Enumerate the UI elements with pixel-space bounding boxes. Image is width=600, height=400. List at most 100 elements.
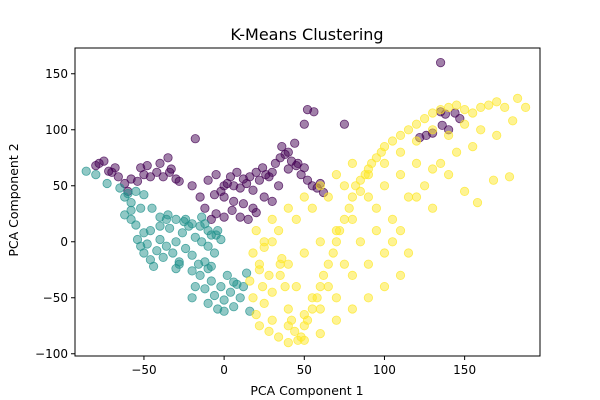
scatter-point-cluster-1-38	[197, 237, 207, 247]
scatter-point-cluster-2-35	[395, 130, 406, 140]
scatter-point-cluster-0-34	[254, 175, 264, 185]
scatter-point-cluster-1-7	[131, 186, 141, 196]
scatter-point-cluster-0-90	[99, 156, 109, 166]
scatter-point-cluster-2-54	[459, 186, 470, 196]
scatter-point-cluster-1-35	[187, 250, 197, 260]
scatter-point-cluster-0-71	[259, 192, 269, 202]
x-axis: −50 0 50 100 150	[131, 356, 476, 377]
scatter-point-cluster-2-122	[395, 226, 406, 236]
scatter-point-cluster-2-132	[254, 265, 264, 275]
scatter-point-cluster-1-6	[123, 189, 133, 199]
scatter-point-cluster-1-56	[187, 293, 197, 303]
y-tick-label: 50	[53, 179, 68, 193]
scatter-point-cluster-2-24	[344, 203, 354, 213]
scatter-point-cluster-2-93	[267, 214, 277, 224]
scatter-point-cluster-0-63	[257, 163, 268, 173]
scatter-point-cluster-1-24	[152, 246, 162, 256]
scatter-point-cluster-1-1	[91, 170, 101, 180]
scatter-point-cluster-2-61	[363, 192, 373, 202]
scatter-point-cluster-1-70	[235, 293, 245, 303]
scatter-point-cluster-0-31	[235, 183, 245, 193]
scatter-point-cluster-1-49	[155, 221, 165, 231]
scatter-point-cluster-0-65	[277, 142, 287, 152]
scatter-point-cluster-2-127	[315, 304, 325, 314]
scatter-point-cluster-0-5	[132, 176, 143, 186]
scatter-point-cluster-2-125	[347, 270, 357, 280]
scatter-point-cluster-2-123	[379, 248, 390, 258]
scatter-point-cluster-0-86	[421, 130, 431, 140]
scatter-point-cluster-2-98	[347, 158, 357, 168]
scatter-point-cluster-1-27	[161, 241, 171, 251]
scatter-point-cluster-2-106	[476, 125, 486, 135]
scatter-point-cluster-2-128	[299, 309, 309, 320]
scatter-point-cluster-2-47	[492, 97, 502, 107]
scatter-point-cluster-2-68	[267, 287, 277, 297]
scatter-point-cluster-1-51	[197, 212, 207, 222]
scatter-point-cluster-2-67	[275, 270, 285, 280]
scatter-point-cluster-2-10	[290, 326, 300, 336]
scatter-point-cluster-0-58	[225, 172, 236, 182]
scatter-point-cluster-1-81	[206, 261, 216, 271]
scatter-point-cluster-2-88	[307, 293, 317, 303]
scatter-point-cluster-2-51	[520, 102, 531, 113]
scatter-point-cluster-2-55	[472, 198, 483, 208]
scatter-point-cluster-0-7	[145, 172, 155, 182]
scatter-point-cluster-2-86	[339, 259, 349, 269]
scatter-point-cluster-2-21	[331, 237, 341, 247]
scatter-point-cluster-0-50	[299, 119, 309, 129]
scatter-point-cluster-1-10	[136, 203, 146, 213]
scatter-point-cluster-2-38	[419, 114, 430, 124]
scatter-point-cluster-0-73	[238, 199, 248, 209]
scatter-point-cluster-1-3	[115, 183, 125, 193]
scatter-point-cluster-0-59	[232, 167, 242, 177]
scatter-point-cluster-2-4	[267, 237, 277, 247]
scatter-point-cluster-1-47	[187, 266, 197, 276]
scatter-point-cluster-0-84	[435, 57, 446, 68]
y-tick-label: 0	[60, 235, 68, 249]
scatter-point-cluster-0-57	[219, 181, 229, 191]
scatter-point-cluster-2-75	[299, 335, 309, 345]
scatter-point-cluster-1-80	[200, 257, 210, 267]
scatter-point-cluster-1-29	[168, 248, 178, 258]
scatter-point-cluster-0-68	[293, 158, 303, 168]
scatter-point-cluster-0-2	[113, 172, 123, 182]
scatter-point-cluster-0-67	[283, 164, 293, 174]
scatter-point-cluster-1-44	[216, 234, 226, 245]
chart-title: K-Means Clustering	[230, 25, 383, 44]
scatter-point-cluster-2-5	[273, 226, 284, 236]
scatter-point-cluster-2-52	[504, 172, 515, 182]
scatter-point-cluster-0-19	[195, 192, 205, 202]
scatter-point-cluster-2-94	[283, 203, 293, 213]
y-tick-label: −100	[35, 347, 68, 361]
scatter-point-cluster-2-73	[273, 332, 284, 342]
scatter-point-cluster-2-89	[291, 281, 301, 292]
scatter-point-cluster-2-48	[500, 102, 510, 113]
scatter-point-cluster-0-24	[227, 205, 237, 215]
scatter-point-cluster-1-28	[165, 223, 175, 233]
scatter-point-cluster-1-42	[209, 248, 220, 258]
scatter-point-cluster-2-124	[363, 259, 373, 269]
scatter-point-cluster-1-60	[203, 298, 213, 308]
scatter-point-cluster-2-104	[443, 130, 454, 140]
scatter-point-cluster-2-105	[459, 119, 470, 129]
scatter-point-cluster-0-22	[211, 209, 221, 219]
scatter-point-cluster-2-62	[347, 214, 357, 224]
scatter-point-cluster-1-8	[139, 190, 149, 200]
x-axis-label: PCA Component 1	[250, 383, 363, 398]
scatter-point-cluster-1-77	[145, 255, 155, 265]
x-tick-label: 150	[453, 363, 476, 377]
x-tick-label: 0	[220, 363, 228, 377]
scatter-point-cluster-1-26	[158, 252, 168, 262]
scatter-point-cluster-2-81	[395, 270, 406, 280]
scatter-point-cluster-1-65	[219, 295, 229, 305]
scatter-point-cluster-2-34	[387, 136, 398, 146]
scatter-point-cluster-0-14	[155, 158, 165, 168]
scatter-point-cluster-1-23	[145, 226, 155, 236]
scatter-point-cluster-0-18	[187, 181, 197, 191]
scatter-point-cluster-2-114	[387, 214, 398, 224]
scatter-point-cluster-2-60	[379, 181, 390, 191]
scatter-point-cluster-2-39	[427, 108, 438, 118]
scatter-point-cluster-2-91	[259, 237, 269, 247]
scatter-point-cluster-2-53	[488, 175, 499, 185]
